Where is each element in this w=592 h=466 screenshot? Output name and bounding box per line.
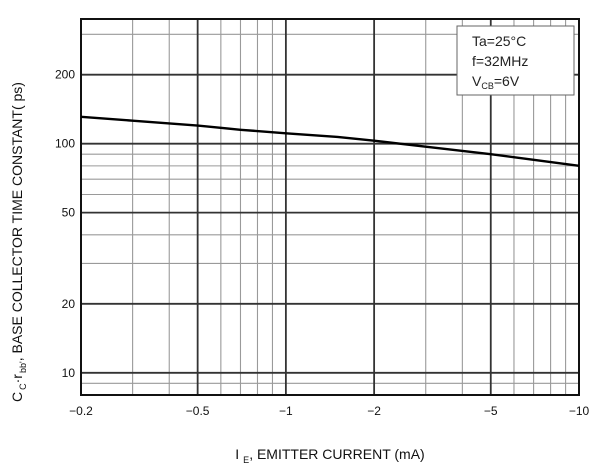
x-tick-label: −0.2 bbox=[69, 404, 93, 418]
y-tick-label: 100 bbox=[55, 137, 75, 151]
y-axis-title-subscript-1: C bbox=[18, 383, 28, 390]
legend-line-voltage: VCB=6V bbox=[472, 73, 520, 91]
y-tick-label: 200 bbox=[55, 68, 75, 82]
x-tick-label: −2 bbox=[367, 404, 381, 418]
y-tick-labels: 10 20 50 100 200 bbox=[55, 68, 75, 380]
x-axis-title-symbol: I bbox=[235, 446, 239, 462]
x-tick-label: −10 bbox=[569, 404, 590, 418]
y-tick-label: 20 bbox=[62, 297, 76, 311]
legend-line-temperature: Ta=25°C bbox=[472, 33, 526, 49]
legend-voltage-subscript: CB bbox=[481, 81, 494, 91]
legend-voltage-value: =6V bbox=[494, 73, 520, 89]
y-axis-title-text: , BASE COLLECTOR TIME CONSTANT( ps) bbox=[9, 82, 25, 361]
y-tick-label: 50 bbox=[62, 206, 76, 220]
legend-voltage-symbol: V bbox=[472, 73, 482, 89]
x-tick-label: −0.5 bbox=[186, 404, 210, 418]
legend-frame bbox=[456, 25, 575, 96]
plot-frame bbox=[80, 18, 580, 396]
x-tick-label: −5 bbox=[484, 404, 498, 418]
y-axis-title: CC·rbb', BASE COLLECTOR TIME CONSTANT( p… bbox=[9, 82, 28, 402]
x-tick-label: −1 bbox=[279, 404, 293, 418]
y-axis-title-subscript-2: bb' bbox=[18, 361, 28, 373]
series-group bbox=[80, 115, 580, 168]
y-axis-title-symbol-2: ·r bbox=[9, 374, 25, 384]
legend-line-frequency: f=32MHz bbox=[472, 53, 528, 69]
series-line bbox=[80, 115, 580, 168]
legend-box: Ta=25°C f=32MHz VCB=6V bbox=[456, 25, 575, 96]
y-axis-title-symbol-1: C bbox=[9, 392, 25, 402]
x-axis-title-text: , EMITTER CURRENT (mA) bbox=[249, 446, 425, 462]
x-axis-title-subscript: E bbox=[243, 455, 249, 465]
x-tick-labels: −0.2 −0.5 −1 −2 −5 −10 bbox=[69, 404, 589, 418]
y-tick-label: 10 bbox=[62, 366, 76, 380]
x-axis-title: I E, EMITTER CURRENT (mA) bbox=[235, 446, 424, 465]
